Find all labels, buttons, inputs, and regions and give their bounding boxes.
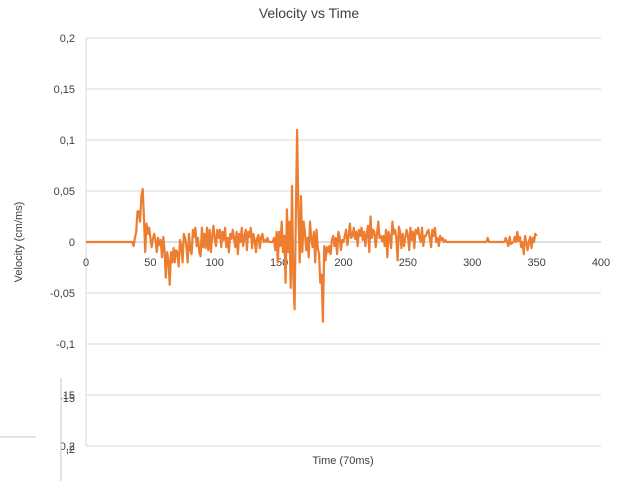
- x-tick-label: 250: [399, 257, 417, 269]
- y-axis-title: Velocity (cm/ms): [13, 202, 25, 283]
- y-tick-label-partial: ,2: [66, 444, 75, 456]
- chart-title: Velocity vs Time: [259, 5, 360, 21]
- x-tick-label: 0: [83, 257, 89, 269]
- x-tick-label: 150: [270, 257, 288, 269]
- velocity-series-line: [86, 128, 538, 323]
- y-tick-label: 0,2: [60, 33, 75, 45]
- y-tick-label: 0: [69, 237, 75, 249]
- y-tick-label: -0,1: [56, 339, 75, 351]
- x-tick-label: 50: [144, 257, 156, 269]
- y-tick-label: -0,05: [50, 288, 75, 300]
- y-tick-label: 0,1: [60, 135, 75, 147]
- x-tick-label: 100: [206, 257, 224, 269]
- occluding-panel: [0, 378, 61, 481]
- x-tick-labels: 0 50 100 150 200 250 300 350 400: [83, 257, 610, 269]
- y-tick-label: 0,15: [54, 84, 75, 96]
- y-tick-label-partial: 15: [63, 393, 75, 405]
- x-tick-label: 400: [592, 257, 610, 269]
- x-tick-label: 350: [527, 257, 545, 269]
- x-tick-label: 300: [463, 257, 481, 269]
- x-axis-title: Time (70ms): [312, 455, 373, 467]
- y-tick-label: 0,05: [54, 186, 75, 198]
- y-tick-labels: 0,20,150,10,050-0,05-0,1-0,15-0,2: [50, 33, 75, 453]
- x-tick-label: 200: [334, 257, 352, 269]
